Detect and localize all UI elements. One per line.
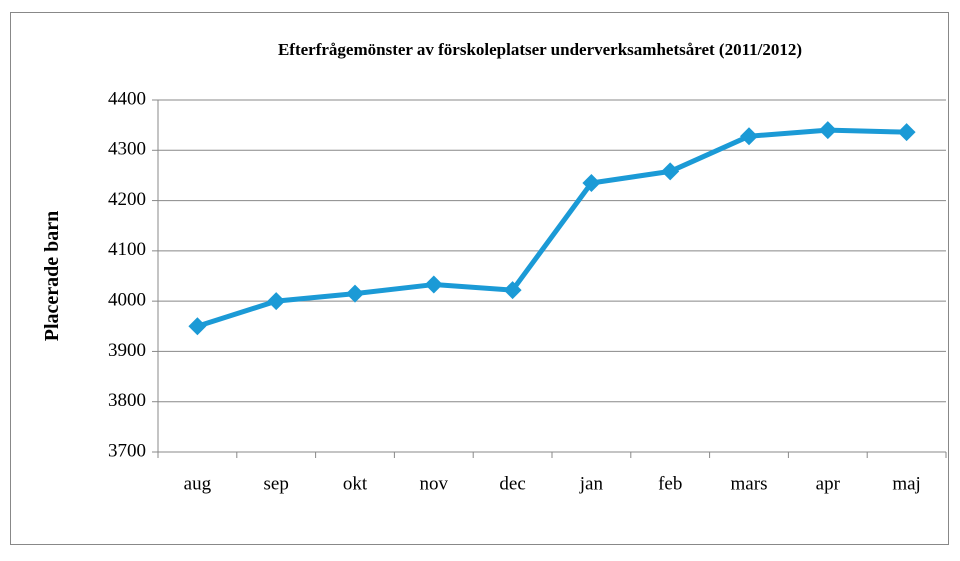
x-tick-label: feb <box>658 473 682 494</box>
data-marker <box>267 292 286 311</box>
data-marker <box>188 317 207 336</box>
y-tick-label: 3800 <box>108 390 146 411</box>
data-marker <box>424 275 443 294</box>
y-tick-label: 4400 <box>108 88 146 109</box>
y-axis-label: Placerade barn <box>41 211 63 342</box>
x-tick-label: okt <box>343 473 368 494</box>
chart-title: Efterfrågemönster av förskoleplatser und… <box>278 40 802 59</box>
data-marker <box>582 173 601 192</box>
y-tick-label: 4300 <box>108 139 146 160</box>
chart-frame <box>10 12 949 545</box>
x-tick-label: maj <box>892 473 921 494</box>
data-line <box>196 127 907 329</box>
x-tick-label: jan <box>579 473 604 494</box>
data-marker <box>661 162 680 181</box>
x-tick-label: nov <box>420 473 449 494</box>
x-tick-label: mars <box>731 473 768 494</box>
x-tick-label: dec <box>499 473 525 494</box>
y-tick-label: 4200 <box>108 189 146 210</box>
x-tick-label: aug <box>184 473 212 494</box>
y-tick-label: 3900 <box>108 340 146 361</box>
data-marker <box>740 127 758 146</box>
y-tick-label: 3700 <box>108 440 146 461</box>
x-tick-label: sep <box>264 473 289 494</box>
x-tick-label: apr <box>816 473 841 494</box>
data-marker <box>818 121 837 140</box>
data-marker <box>897 123 916 142</box>
y-tick-label: 4100 <box>108 239 146 260</box>
data-marker <box>346 284 364 303</box>
y-tick-label: 4000 <box>108 290 146 311</box>
data-marker <box>503 281 522 300</box>
